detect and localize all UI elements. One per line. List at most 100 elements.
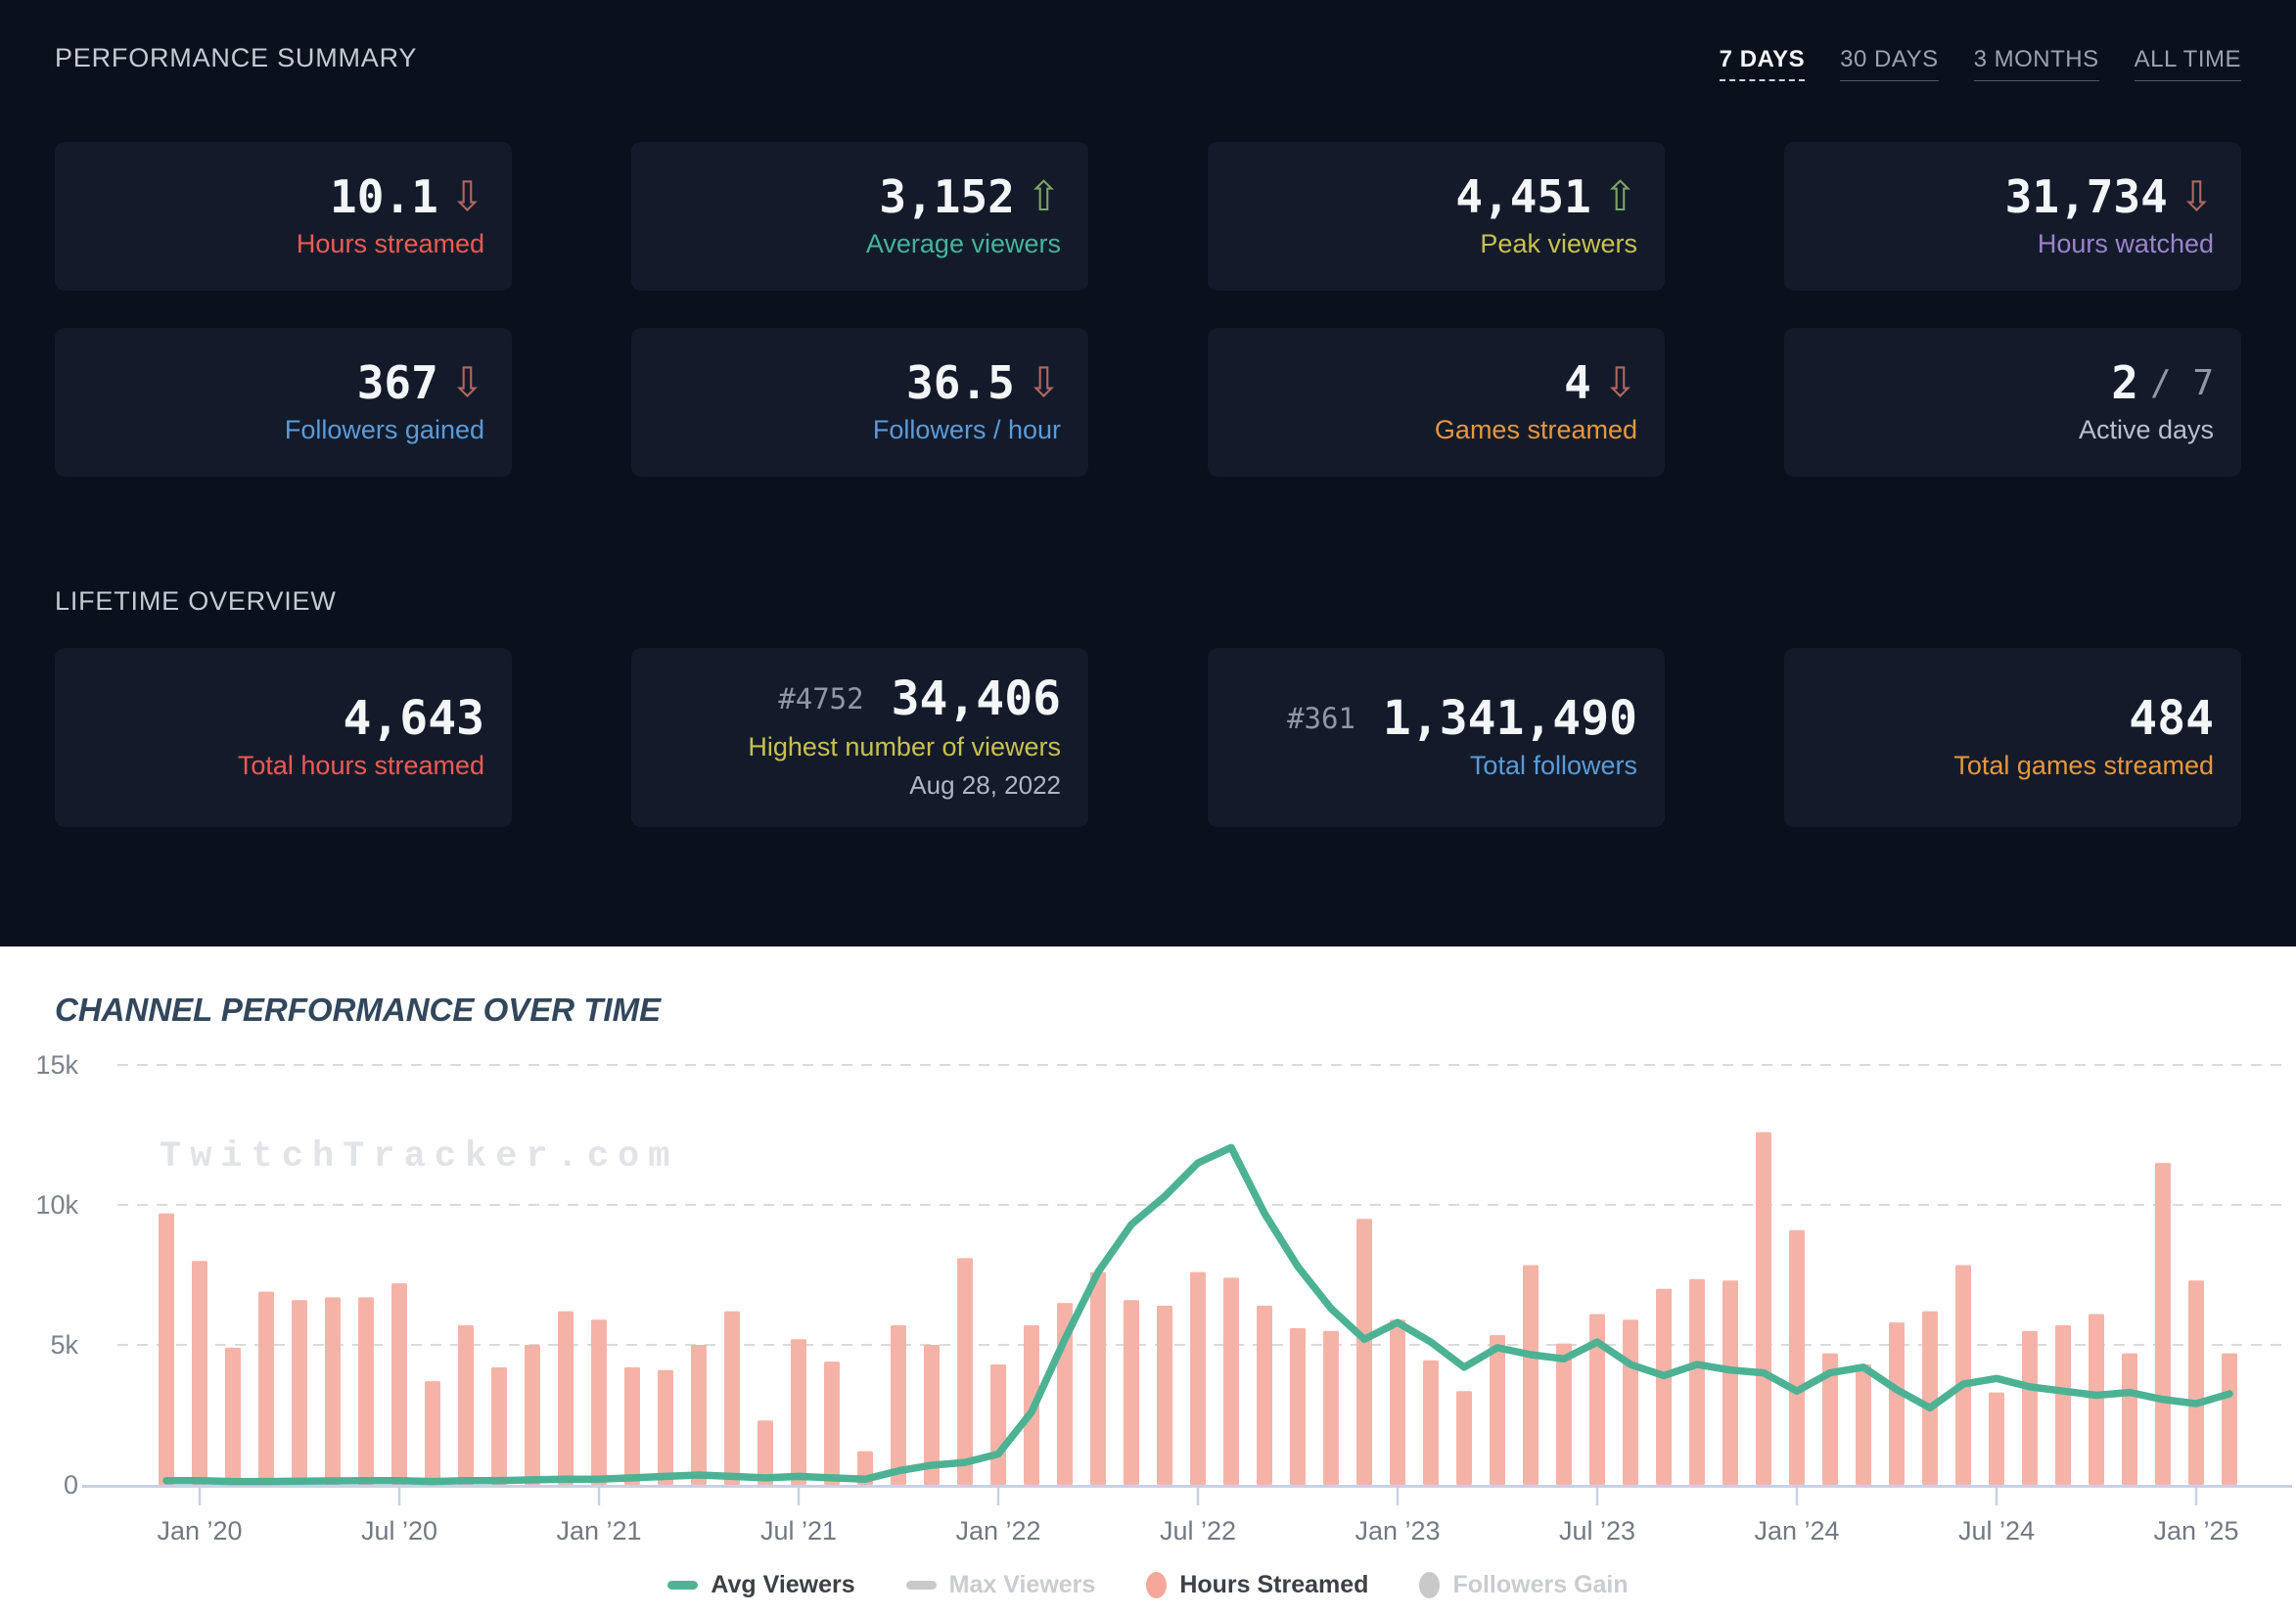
hours-streamed-bar <box>458 1324 474 1485</box>
time-range-tabs: 7 DAYS 30 DAYS 3 MONTHS ALL TIME <box>1719 46 2241 81</box>
x-axis-tick-label: Jan ’22 <box>955 1516 1040 1546</box>
hours-streamed-bar <box>1456 1391 1472 1485</box>
y-axis-label-15k: 15k <box>35 1050 78 1080</box>
trend-down-icon: ⇩ <box>1026 358 1061 407</box>
stat-card-peak-viewers: 4,451 ⇧ Peak viewers <box>1208 142 1665 291</box>
y-axis-label-5k: 5k <box>50 1330 78 1360</box>
hours-streamed-bar <box>1523 1265 1538 1485</box>
hours-streamed-bar <box>491 1366 507 1485</box>
x-axis-tick-label: Jan ’23 <box>1355 1516 1440 1546</box>
lifetime-overview-title: LIFETIME OVERVIEW <box>55 586 337 616</box>
hours-streamed-bar <box>391 1283 407 1485</box>
y-axis-label-0: 0 <box>64 1470 78 1500</box>
hours-streamed-bar <box>624 1366 640 1485</box>
hours-streamed-bar <box>1789 1229 1805 1485</box>
hours-streamed-bar <box>891 1324 906 1485</box>
tab-30-days[interactable]: 30 DAYS <box>1840 46 1939 81</box>
tab-3-months[interactable]: 3 MONTHS <box>1973 46 2099 81</box>
trend-down-icon: ⇩ <box>449 358 484 407</box>
stat-label: Total hours streamed <box>237 751 484 781</box>
x-axis-tick-label: Jul ’21 <box>760 1516 837 1546</box>
stat-value-suffix: / 7 <box>2149 362 2214 403</box>
lifetime-cards-row: 4,643 Total hours streamed #4752 34,406 H… <box>55 648 2241 827</box>
x-axis-tick-label: Jan ’25 <box>2153 1516 2238 1546</box>
trend-up-icon: ⇧ <box>1026 172 1061 221</box>
hours-streamed-bar <box>425 1381 440 1485</box>
record-date: Aug 28, 2022 <box>909 769 1061 800</box>
max-viewers-swatch-icon <box>905 1581 937 1590</box>
x-axis-tick-label: Jan ’20 <box>157 1516 242 1546</box>
stat-card-hours-watched: 31,734 ⇩ Hours watched <box>1784 142 2241 291</box>
avg-viewers-line <box>162 1143 2233 1486</box>
hours-streamed-bar <box>1989 1392 2004 1485</box>
hours-streamed-bar <box>990 1364 1006 1485</box>
stat-value: 367 <box>356 356 438 410</box>
stat-label: Followers gained <box>284 414 484 444</box>
legend-item-hours-streamed[interactable]: Hours Streamed <box>1146 1571 1368 1599</box>
hours-streamed-bar <box>758 1420 773 1485</box>
hours-streamed-bar <box>691 1345 707 1485</box>
chart-legend: Avg Viewers Max Viewers Hours Streamed F… <box>0 1563 2296 1615</box>
stat-label: Total followers <box>1469 751 1637 781</box>
legend-item-max-viewers[interactable]: Max Viewers <box>905 1571 1096 1599</box>
tab-7-days[interactable]: 7 DAYS <box>1719 46 1806 81</box>
hours-streamed-bar <box>1223 1277 1239 1485</box>
legend-item-followers-gain[interactable]: Followers Gain <box>1419 1571 1629 1599</box>
hours-streamed-bar <box>1356 1219 1372 1485</box>
rank-badge: #361 <box>1287 701 1355 735</box>
tab-all-time[interactable]: ALL TIME <box>2134 46 2241 81</box>
legend-label: Followers Gain <box>1452 1571 1629 1598</box>
summary-cards-row-2: 367 ⇩ Followers gained 36.5 ⇩ Followers / … <box>55 328 2241 477</box>
stat-value: 36.5 <box>906 356 1015 410</box>
hours-streamed-bar <box>1090 1271 1106 1485</box>
stat-label: Peak viewers <box>1480 228 1637 258</box>
rank-badge: #4752 <box>778 682 864 716</box>
stats-panel: PERFORMANCE SUMMARY 7 DAYS 30 DAYS 3 MON… <box>0 0 2296 946</box>
stat-label: Hours streamed <box>296 228 484 258</box>
stat-value: 34,406 <box>891 671 1061 727</box>
trend-up-icon: ⇧ <box>1602 172 1637 221</box>
x-axis-tick-label: Jul ’23 <box>1559 1516 1635 1546</box>
legend-label: Avg Viewers <box>711 1571 855 1598</box>
hours-streamed-bar <box>558 1311 574 1485</box>
legend-label: Max Viewers <box>948 1571 1096 1598</box>
hours-streamed-bar <box>2122 1353 2137 1485</box>
hours-streamed-bar <box>1157 1305 1172 1485</box>
stat-label: Followers / hour <box>872 414 1061 444</box>
hours-streamed-bar <box>591 1319 607 1485</box>
stat-label: Highest number of viewers <box>748 731 1061 761</box>
hours-streamed-bar <box>2055 1324 2071 1485</box>
hours-streamed-bar <box>159 1213 174 1485</box>
hours-streamed-bar <box>724 1311 740 1485</box>
trend-down-icon: ⇩ <box>449 172 484 221</box>
hours-streamed-bar <box>1689 1278 1705 1485</box>
stat-card-highest-viewers: #4752 34,406 Highest number of viewers Au… <box>631 648 1088 827</box>
hours-streamed-bar <box>2022 1330 2038 1485</box>
hours-streamed-bar <box>1656 1288 1672 1485</box>
hours-streamed-bar <box>292 1300 307 1485</box>
hours-streamed-bar <box>358 1297 374 1485</box>
stat-value: 31,734 <box>2004 170 2168 224</box>
hours-streamed-bar <box>1623 1319 1638 1485</box>
stat-card-followers-gained: 367 ⇩ Followers gained <box>55 328 512 477</box>
performance-summary-header: PERFORMANCE SUMMARY 7 DAYS 30 DAYS 3 MON… <box>55 0 2241 81</box>
x-axis-tick-label: Jul ’20 <box>361 1516 437 1546</box>
hours-streamed-bar <box>658 1369 673 1485</box>
hours-streamed-bar <box>1722 1280 1738 1485</box>
performance-chart-svg: CHANNEL PERFORMANCE OVER TIME TwitchTrac… <box>35 992 2292 1546</box>
channel-performance-chart-section: CHANNEL PERFORMANCE OVER TIME TwitchTrac… <box>0 946 2296 1615</box>
stat-label: Average viewers <box>865 228 1061 258</box>
stat-value: 3,152 <box>879 170 1015 224</box>
hours-streamed-bar <box>1490 1334 1505 1485</box>
hours-streamed-bar <box>258 1291 274 1485</box>
hours-streamed-bar <box>325 1297 341 1485</box>
hours-streamed-bar <box>2155 1163 2171 1485</box>
y-axis-label-10k: 10k <box>35 1190 78 1220</box>
legend-item-avg-viewers[interactable]: Avg Viewers <box>667 1571 855 1599</box>
summary-cards-row-1: 10.1 ⇩ Hours streamed 3,152 ⇧ Average view… <box>55 142 2241 291</box>
hours-streamed-bar <box>525 1345 540 1485</box>
stat-card-average-viewers: 3,152 ⇧ Average viewers <box>631 142 1088 291</box>
hours-streamed-bar <box>1124 1300 1139 1485</box>
hours-streamed-bar <box>192 1261 207 1485</box>
hours-streamed-bar <box>1756 1131 1771 1485</box>
